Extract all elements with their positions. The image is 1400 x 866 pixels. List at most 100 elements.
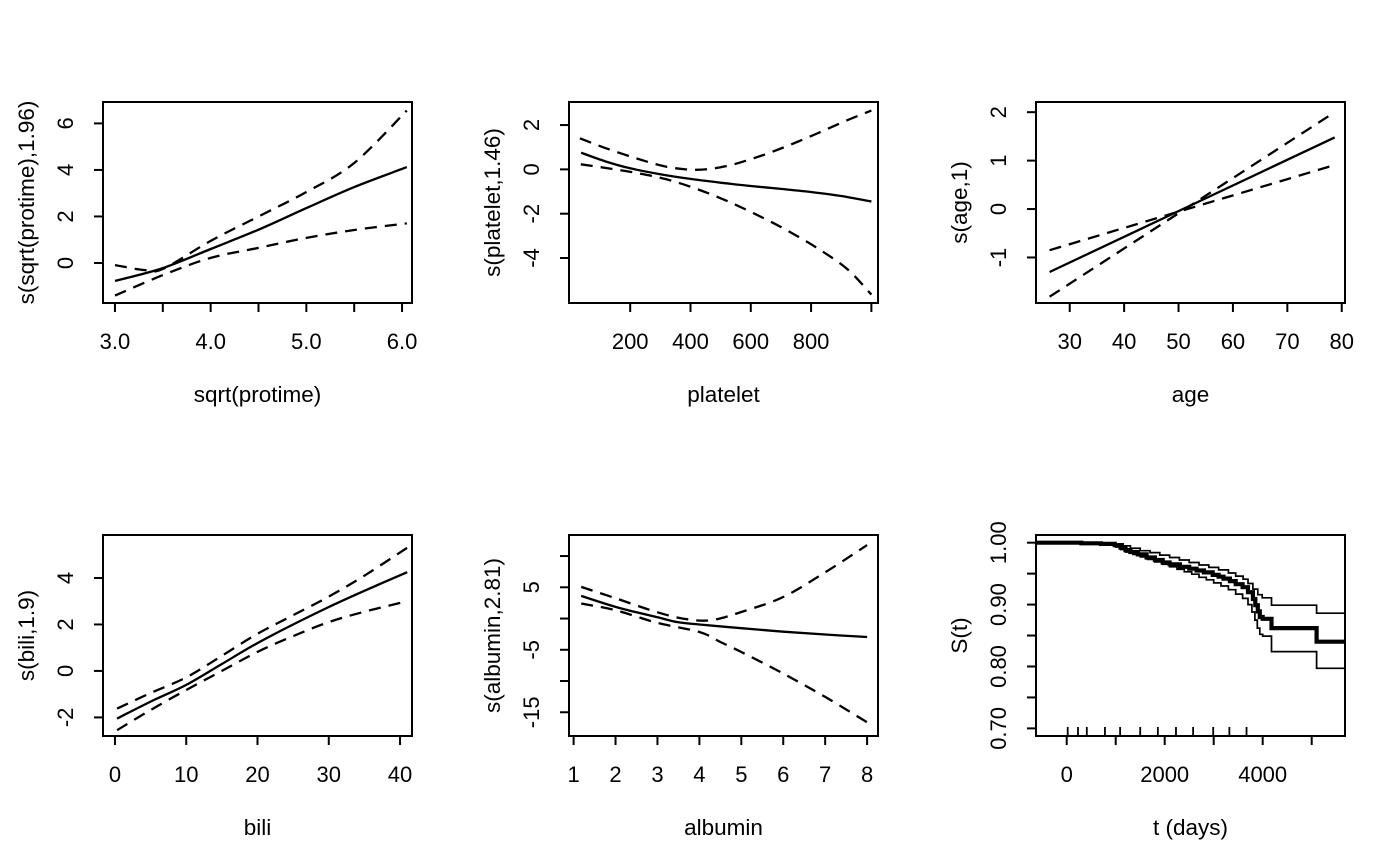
panel-platelet: 200 400 600 800 -4 -2 0 2 platelet s(platelet,1.4… (466, 0, 933, 433)
y-axis-label: s(sqrt(protime),1.96) (14, 101, 39, 305)
x-axis-label: t (days) (1153, 815, 1228, 840)
series-lower-ci (580, 602, 868, 724)
y-tick-label: -2 (53, 708, 78, 728)
plot-box (568, 534, 879, 737)
x-tick-label: 20 (245, 762, 269, 787)
x-tick-label: 600 (732, 329, 769, 354)
y-tick-label: 0 (519, 163, 544, 175)
y-tick-label: 2 (53, 210, 78, 222)
x-tick-label: 0 (1061, 762, 1073, 787)
series-upper-ci (579, 109, 872, 171)
x-tick-label: 10 (174, 762, 198, 787)
x-tick-label: 2000 (1140, 762, 1189, 787)
panel-sqrt-protime: 3.0 4.0 5.0 6.0 0 2 4 6 sqrt(protime) s(sqrt(prot… (0, 0, 467, 433)
y-tick-label: 4 (53, 164, 78, 176)
series-fit (580, 594, 868, 639)
y-tick-label: 0.70 (986, 707, 1011, 750)
x-tick-label: 60 (1221, 329, 1245, 354)
y-tick-label: 0 (53, 665, 78, 677)
y-tick-label: -5 (519, 640, 544, 660)
x-tick-label: 5 (735, 762, 747, 787)
albumin-chart: 1 2 3 4 5 6 7 8 5 -5 -15 albumin s(albumin,2.81) (480, 534, 879, 840)
y-axis-label: s(albumin,2.81) (480, 558, 505, 713)
series-upper-ci (114, 109, 408, 273)
x-tick-label: 4000 (1238, 762, 1287, 787)
x-tick-label: 0 (109, 762, 121, 787)
series-upper-ci (116, 546, 408, 710)
series-lower-ci (1048, 111, 1336, 298)
series-fit (116, 571, 408, 720)
y-axis-label: s(platelet,1.46) (480, 128, 505, 277)
y-tick-label: 0 (53, 257, 78, 269)
panel-survival: 0 2000 4000 0.70 0.80 0.90 1.00 t (days) S(t) (933, 433, 1400, 866)
y-tick-label: 1.00 (986, 521, 1011, 564)
y-tick-label: 0.80 (986, 645, 1011, 688)
plot-box (1035, 101, 1346, 304)
x-tick-label: 30 (317, 762, 341, 787)
y-tick-label: -1 (986, 248, 1011, 268)
series-lower-ci (580, 163, 873, 296)
x-tick-label: 6.0 (387, 329, 418, 354)
y-tick-label: 2 (53, 618, 78, 630)
x-tick-label: 3.0 (100, 329, 131, 354)
x-tick-label: 40 (388, 762, 412, 787)
y-axis-label: S(t) (947, 617, 972, 653)
x-tick-label: 5.0 (291, 329, 322, 354)
y-tick-label: 2 (986, 106, 1011, 118)
x-tick-label: 4 (693, 762, 705, 787)
panel-albumin: 1 2 3 4 5 6 7 8 5 -5 -15 albumin s(albumin,2.81) (466, 433, 933, 866)
x-tick-label: 30 (1057, 329, 1081, 354)
plot-box (102, 534, 413, 737)
platelet-chart: 200 400 600 800 -4 -2 0 2 platelet s(platelet,1.4… (480, 101, 879, 407)
x-tick-label: 4.0 (195, 329, 226, 354)
x-axis-label: bili (244, 815, 272, 840)
x-tick-label: 70 (1275, 329, 1299, 354)
x-axis-label: sqrt(protime) (194, 382, 322, 407)
x-tick-label: 8 (861, 762, 873, 787)
x-tick-label: 50 (1166, 329, 1190, 354)
series-lower-ci (1036, 541, 1345, 670)
series-upper-ci (1049, 163, 1336, 252)
y-tick-label: -2 (519, 204, 544, 224)
x-tick-label: 6 (777, 762, 789, 787)
plot-box (102, 101, 413, 304)
series-upper-ci (1036, 541, 1345, 615)
age-chart: 30 40 50 60 70 80 -1 0 1 2 age s(age,1) (947, 101, 1354, 407)
x-tick-label: 200 (612, 329, 649, 354)
survival-chart: 0 2000 4000 0.70 0.80 0.90 1.00 t (days) S(t) (947, 521, 1346, 840)
series-lower-ci (116, 600, 408, 732)
y-axis-label: s(age,1) (947, 161, 972, 244)
series-survival-estimate (1036, 540, 1345, 644)
plot-box (568, 101, 879, 304)
x-tick-label: 800 (793, 329, 830, 354)
x-tick-label: 80 (1329, 329, 1353, 354)
series-upper-ci (580, 544, 868, 622)
y-tick-label: 4 (53, 572, 78, 584)
y-axis-label: s(bili,1.9) (14, 590, 39, 681)
x-tick-label: 400 (672, 329, 709, 354)
y-tick-label: -4 (519, 248, 544, 268)
y-tick-label: 2 (519, 119, 544, 131)
panel-age: 30 40 50 60 70 80 -1 0 1 2 age s(age,1) (933, 0, 1400, 433)
series-fit (580, 151, 872, 203)
y-tick-label: 0.90 (986, 583, 1011, 626)
x-axis-label: albumin (684, 815, 763, 840)
y-tick-label: 5 (519, 581, 544, 593)
y-tick-label: -15 (519, 696, 544, 728)
x-tick-label: 7 (819, 762, 831, 787)
x-axis-label: age (1172, 382, 1210, 407)
y-tick-label: 0 (986, 203, 1011, 215)
panel-bili: 0 10 20 30 40 -2 0 2 4 bili s(bili,1.9) (0, 433, 467, 866)
x-tick-label: 2 (609, 762, 621, 787)
series-lower-ci (114, 222, 407, 297)
x-tick-label: 3 (651, 762, 663, 787)
y-tick-label: 6 (53, 117, 78, 129)
bili-chart: 0 10 20 30 40 -2 0 2 4 bili s(bili,1.9) (14, 534, 413, 840)
series-fit (114, 166, 408, 283)
y-tick-label: 1 (986, 154, 1011, 166)
x-axis-label: platelet (687, 382, 760, 407)
x-tick-label: 1 (567, 762, 579, 787)
x-tick-label: 40 (1112, 329, 1136, 354)
sqrt-protime-chart: 3.0 4.0 5.0 6.0 0 2 4 6 sqrt(protime) s(sqrt(prot… (14, 101, 418, 407)
